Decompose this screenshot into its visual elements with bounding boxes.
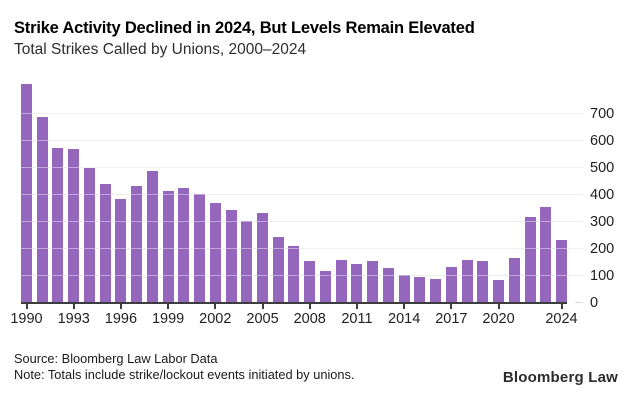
y-label-500: 500 (590, 160, 615, 176)
bar-2011 (351, 263, 363, 303)
x-tick-1990 (25, 304, 28, 309)
bar-2021 (508, 258, 520, 303)
gridline-200 (21, 248, 583, 249)
bar-1995 (99, 184, 111, 303)
chart-subtitle: Total Strikes Called by Unions, 2000–202… (14, 41, 307, 58)
gridline-100 (21, 275, 583, 276)
x-tick-2024 (560, 304, 563, 309)
bar-2008 (304, 261, 316, 303)
x-tick-2011 (355, 304, 358, 309)
x-axis-line (21, 302, 567, 304)
bar-2020 (493, 280, 505, 303)
bar-2016 (430, 278, 442, 303)
y-label-300: 300 (590, 214, 615, 230)
bar-2024 (555, 239, 567, 303)
x-tick-2017 (450, 304, 453, 309)
bar-2012 (367, 261, 379, 303)
y-label-700: 700 (590, 106, 615, 122)
gridline-overlay-200 (21, 248, 583, 249)
zero-gridline-stub (575, 302, 583, 303)
bar-2009 (319, 270, 331, 303)
gridline-overlay-500 (21, 167, 583, 168)
gridline-300 (21, 221, 583, 222)
bar-2002 (209, 203, 221, 303)
x-label-2020: 2020 (482, 311, 515, 327)
y-label-100: 100 (590, 268, 615, 284)
x-tick-2008 (308, 304, 311, 309)
y-label-400: 400 (590, 187, 615, 203)
bar-2010 (335, 259, 347, 303)
bar-1996 (115, 199, 127, 303)
bar-2018 (461, 259, 473, 303)
bar-2022 (524, 216, 536, 303)
bar-2015 (414, 277, 426, 303)
bar-1993 (68, 149, 80, 303)
gridline-600 (21, 140, 583, 141)
x-label-2014: 2014 (388, 311, 421, 327)
x-tick-1993 (72, 304, 75, 309)
gridline-overlay-300 (21, 221, 583, 222)
x-tick-2020 (497, 304, 500, 309)
bar-1991 (36, 116, 48, 303)
chart-title: Strike Activity Declined in 2024, But Le… (14, 19, 475, 37)
source-text: Source: Bloomberg Law Labor Data (14, 351, 218, 366)
bar-2017 (445, 266, 457, 303)
bar-2004 (241, 220, 253, 303)
x-tick-2002 (214, 304, 217, 309)
bar-1994 (83, 168, 95, 303)
x-tick-2005 (261, 304, 264, 309)
x-tick-2014 (403, 304, 406, 309)
gridline-overlay-400 (21, 194, 583, 195)
x-label-2017: 2017 (435, 311, 468, 327)
x-label-1996: 1996 (104, 311, 138, 327)
x-label-2011: 2011 (341, 311, 373, 327)
bar-2023 (540, 207, 552, 303)
y-label-0: 0 (590, 295, 599, 311)
bar-1992 (52, 147, 64, 303)
gridline-500 (21, 167, 583, 168)
bar-1990 (21, 84, 32, 303)
x-label-2002: 2002 (199, 311, 232, 327)
bar-2007 (288, 246, 300, 303)
y-label-600: 600 (590, 133, 615, 149)
gridline-overlay-600 (21, 140, 583, 141)
bar-1998 (146, 170, 158, 303)
gridline-overlay-700 (21, 113, 583, 114)
gridline-400 (21, 194, 583, 195)
bar-1999 (162, 190, 174, 303)
bar-2005 (257, 212, 269, 303)
x-label-1993: 1993 (57, 311, 90, 327)
note-text: Note: Totals include strike/lockout even… (14, 367, 355, 382)
y-label-200: 200 (590, 241, 615, 257)
gridline-700 (21, 113, 583, 114)
bloomberg-law-logo: Bloomberg Law (502, 369, 618, 386)
bar-2014 (398, 274, 410, 303)
x-label-2005: 2005 (246, 311, 279, 327)
x-tick-1996 (119, 304, 122, 309)
bar-2019 (477, 261, 489, 303)
x-label-1990: 1990 (10, 311, 43, 327)
gridline-overlay-100 (21, 275, 583, 276)
bar-2001 (194, 193, 206, 303)
x-tick-1999 (167, 304, 170, 309)
bar-2000 (178, 188, 190, 303)
bar-1997 (131, 185, 143, 303)
bar-2006 (272, 236, 284, 303)
x-label-2008: 2008 (293, 311, 326, 327)
bar-2003 (225, 209, 237, 303)
bars-group (21, 81, 567, 303)
bar-2013 (382, 267, 394, 303)
x-label-1999: 1999 (151, 311, 185, 327)
x-label-2024: 2024 (545, 311, 578, 327)
